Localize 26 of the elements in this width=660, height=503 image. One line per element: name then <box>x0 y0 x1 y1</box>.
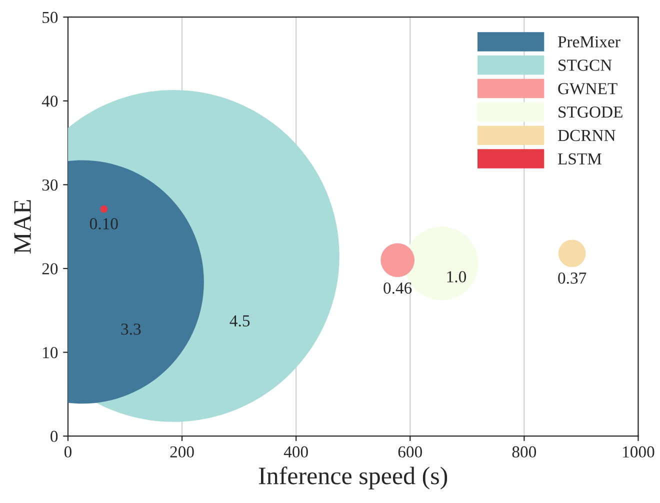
x-axis-title: Inference speed (s) <box>258 466 448 490</box>
legend-label: GWNET <box>558 83 618 94</box>
y-tick-label: 50 <box>42 12 58 24</box>
y-tick-label: 20 <box>42 263 58 274</box>
annotation: 1.0 <box>447 271 466 282</box>
y-tick-label: 0 <box>50 430 58 442</box>
x-tick-label: 400 <box>284 446 308 458</box>
annotation: 4.5 <box>230 315 250 327</box>
legend-label: PreMixer <box>558 36 620 48</box>
x-tick-label: 1000 <box>623 446 654 458</box>
legend-label: STGCN <box>558 60 612 71</box>
annotation: 0.10 <box>90 218 118 230</box>
legend-label: LSTM <box>558 153 602 165</box>
annotation: 0.46 <box>384 282 412 294</box>
y-tick-label: 30 <box>42 179 58 191</box>
x-tick-label: 0 <box>64 446 72 458</box>
annotation: 0.37 <box>558 272 586 284</box>
x-tick-label: 600 <box>398 446 422 458</box>
y-tick-label: 10 <box>43 347 58 358</box>
y-tick-label: 40 <box>42 96 58 107</box>
annotation: 3.3 <box>121 324 141 335</box>
legend-label: STGODE <box>558 106 622 118</box>
legend-label: DCRNN <box>558 130 616 142</box>
x-tick-label: 200 <box>170 446 194 458</box>
x-tick-label: 800 <box>512 446 536 458</box>
y-axis-title: MAE <box>14 200 31 254</box>
